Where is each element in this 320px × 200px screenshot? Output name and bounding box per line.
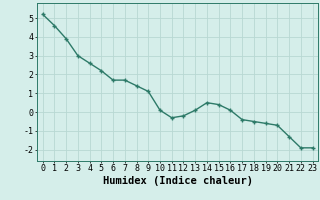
X-axis label: Humidex (Indice chaleur): Humidex (Indice chaleur) xyxy=(103,176,252,186)
